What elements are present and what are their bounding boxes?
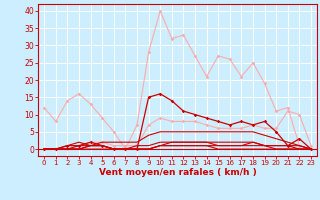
X-axis label: Vent moyen/en rafales ( km/h ): Vent moyen/en rafales ( km/h ) — [99, 168, 256, 177]
